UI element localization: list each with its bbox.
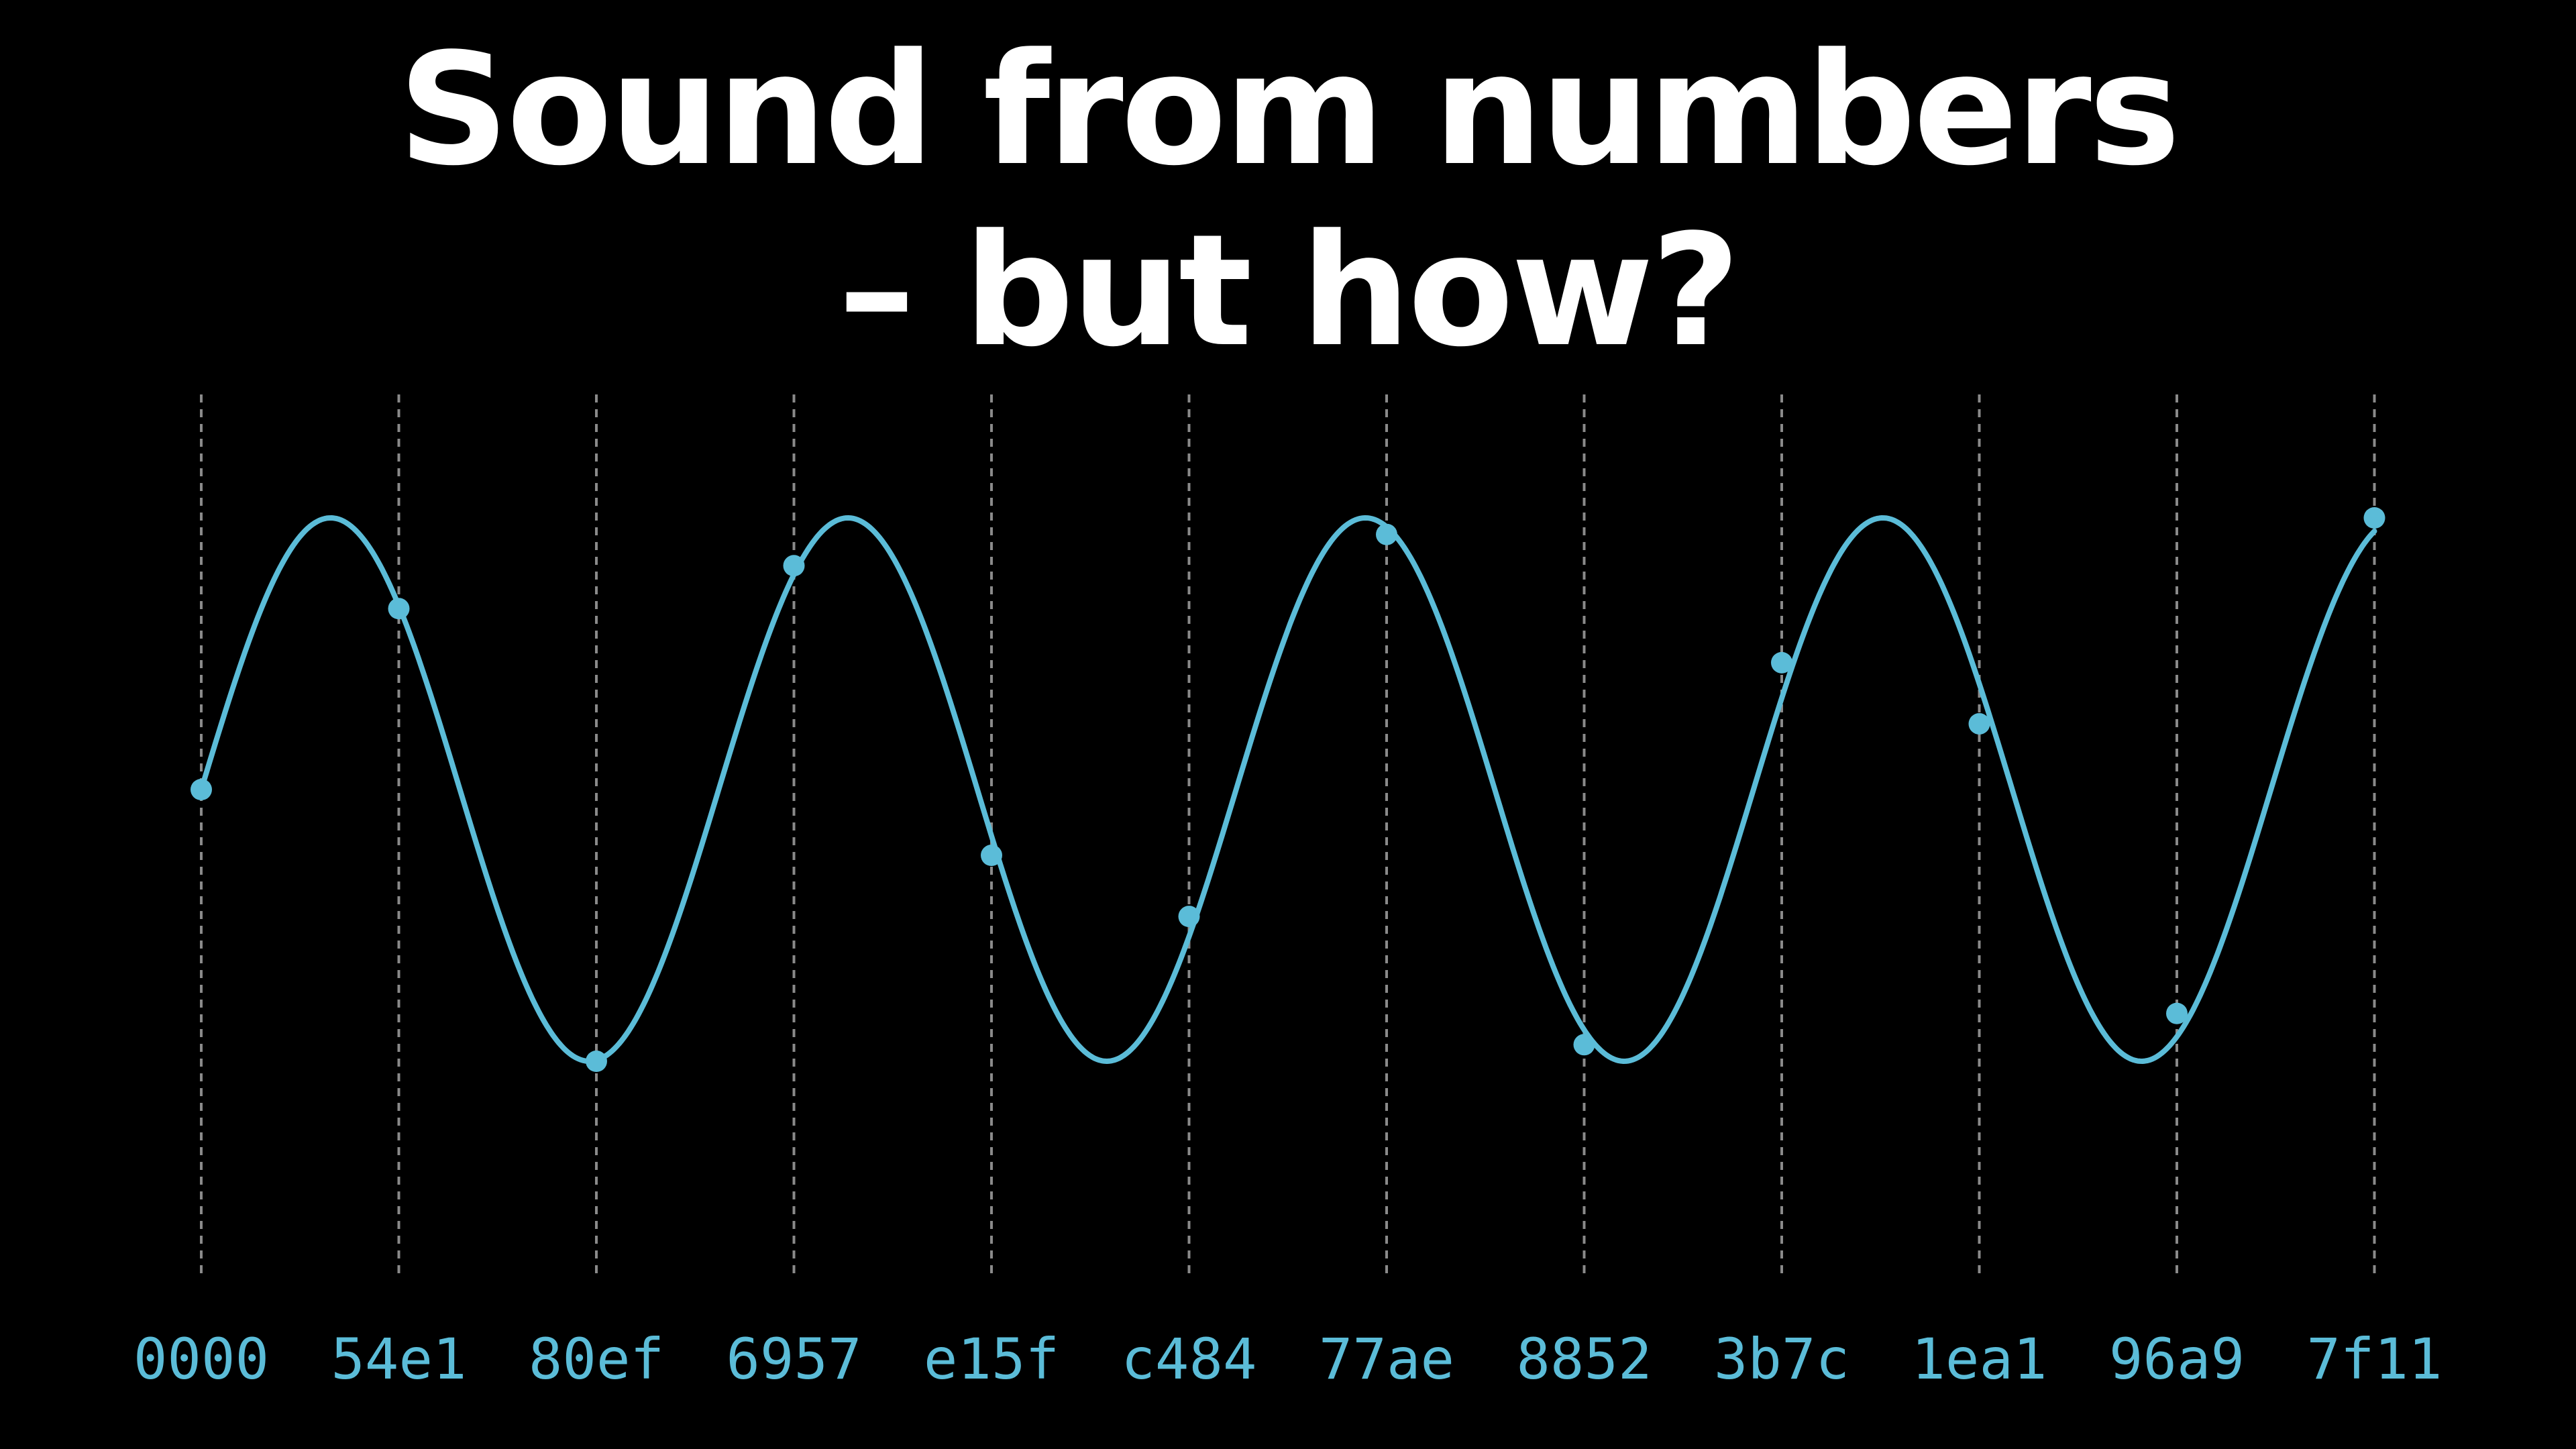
sample-hex-label: 96a9 xyxy=(2109,1326,2245,1392)
sample-point xyxy=(981,845,1002,867)
sample-point xyxy=(1573,1034,1595,1056)
sample-point xyxy=(2363,507,2385,529)
sample-hex-label: 54e1 xyxy=(331,1326,466,1392)
sample-points xyxy=(191,507,2385,1072)
sample-hex-label: 6957 xyxy=(726,1326,861,1392)
sample-hex-label: 80ef xyxy=(529,1326,664,1392)
sample-hex-label: 3b7c xyxy=(1714,1326,1849,1392)
sample-point xyxy=(1968,712,1990,735)
sample-hex-label: 77ae xyxy=(1319,1326,1454,1392)
sample-point xyxy=(783,555,805,577)
sample-hex-label: 8852 xyxy=(1516,1326,1652,1392)
sample-hex-label: c484 xyxy=(1121,1326,1256,1392)
sample-labels: 0000 54e1 80ef 6957 e15f c484 77ae 8852 3b7c 1ea1… xyxy=(133,1326,2443,1392)
sample-point xyxy=(191,779,212,800)
title-line-1: Sound from numbers xyxy=(398,21,2180,200)
sample-hex-label: 1ea1 xyxy=(1911,1326,2047,1392)
title-line-2: – but how? xyxy=(838,202,1740,381)
sine-wave-curve xyxy=(199,515,2377,1064)
sample-point xyxy=(1376,523,1397,545)
sample-gridlines xyxy=(200,394,2376,1278)
sample-point xyxy=(586,1051,607,1072)
sample-hex-label: 0000 xyxy=(133,1326,269,1392)
sample-hex-label: e15f xyxy=(924,1326,1059,1392)
sample-point xyxy=(1771,651,1792,674)
sample-point xyxy=(388,598,410,620)
sample-point xyxy=(2166,1002,2188,1024)
sample-point xyxy=(1178,906,1200,928)
sample-hex-label: 7f11 xyxy=(2306,1326,2442,1392)
slide-title: Sound from numbers – but how? xyxy=(0,20,2576,382)
